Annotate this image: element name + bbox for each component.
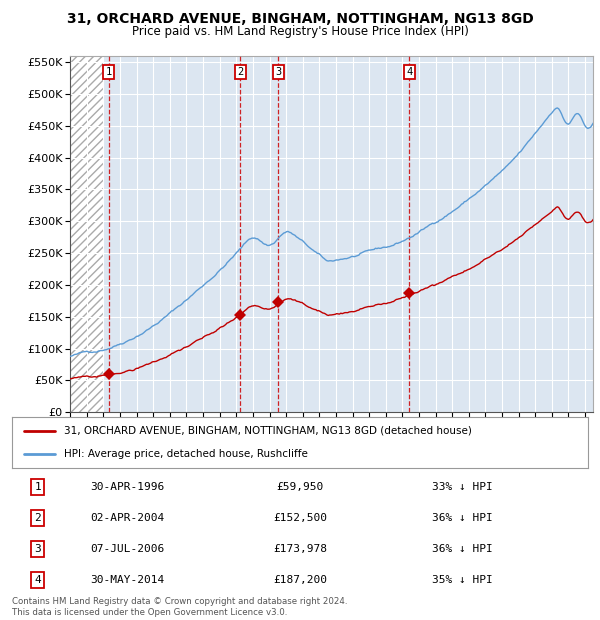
Text: 35% ↓ HPI: 35% ↓ HPI	[433, 575, 493, 585]
Text: 02-APR-2004: 02-APR-2004	[90, 513, 164, 523]
Text: 3: 3	[35, 544, 41, 554]
Text: 31, ORCHARD AVENUE, BINGHAM, NOTTINGHAM, NG13 8GD: 31, ORCHARD AVENUE, BINGHAM, NOTTINGHAM,…	[67, 12, 533, 26]
Text: 36% ↓ HPI: 36% ↓ HPI	[433, 544, 493, 554]
Bar	[70, 56, 103, 412]
Text: 1: 1	[35, 482, 41, 492]
Text: 4: 4	[35, 575, 41, 585]
Text: £173,978: £173,978	[273, 544, 327, 554]
Text: 3: 3	[275, 67, 281, 77]
Text: 30-MAY-2014: 30-MAY-2014	[90, 575, 164, 585]
Text: Contains HM Land Registry data © Crown copyright and database right 2024.: Contains HM Land Registry data © Crown c…	[12, 597, 347, 606]
Text: £152,500: £152,500	[273, 513, 327, 523]
Text: 2: 2	[35, 513, 41, 523]
Text: Price paid vs. HM Land Registry's House Price Index (HPI): Price paid vs. HM Land Registry's House …	[131, 25, 469, 38]
Text: This data is licensed under the Open Government Licence v3.0.: This data is licensed under the Open Gov…	[12, 608, 287, 617]
Text: 36% ↓ HPI: 36% ↓ HPI	[433, 513, 493, 523]
Text: 4: 4	[406, 67, 412, 77]
Text: 1: 1	[106, 67, 112, 77]
Text: 31, ORCHARD AVENUE, BINGHAM, NOTTINGHAM, NG13 8GD (detached house): 31, ORCHARD AVENUE, BINGHAM, NOTTINGHAM,…	[64, 426, 472, 436]
Text: 07-JUL-2006: 07-JUL-2006	[90, 544, 164, 554]
Text: 33% ↓ HPI: 33% ↓ HPI	[433, 482, 493, 492]
Text: 30-APR-1996: 30-APR-1996	[90, 482, 164, 492]
Text: £187,200: £187,200	[273, 575, 327, 585]
Bar	[70, 56, 103, 412]
Text: 2: 2	[238, 67, 244, 77]
Text: £59,950: £59,950	[277, 482, 323, 492]
Text: HPI: Average price, detached house, Rushcliffe: HPI: Average price, detached house, Rush…	[64, 450, 308, 459]
